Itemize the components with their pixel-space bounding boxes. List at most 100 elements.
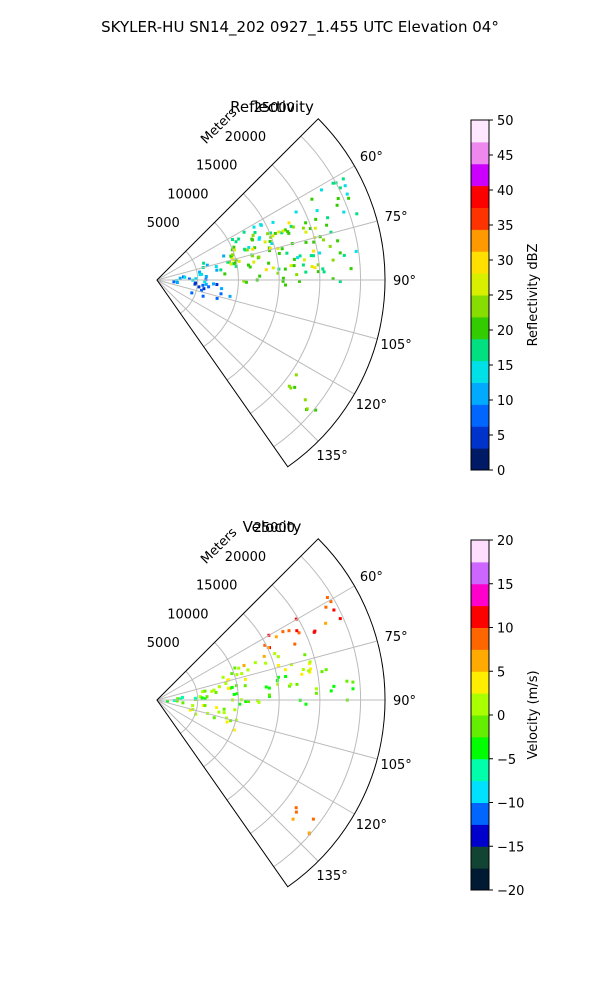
echo-cell: [289, 663, 293, 667]
echo-cell: [194, 281, 198, 285]
echo-cell: [238, 702, 242, 706]
colorbar-segment: [471, 802, 489, 814]
echo-cell: [243, 677, 247, 681]
echo-cell: [257, 237, 261, 241]
echo-cell: [280, 247, 284, 251]
echo-cell: [304, 221, 308, 225]
echo-cell: [264, 685, 268, 689]
colorbar-segment: [471, 207, 489, 219]
echo-cell: [222, 707, 226, 711]
angular-tick-label: 60°: [360, 570, 383, 585]
echo-cell: [291, 225, 295, 229]
echo-cell: [228, 294, 232, 298]
echo-cell: [242, 230, 246, 234]
echo-cell: [293, 385, 297, 389]
echo-cell: [233, 261, 237, 265]
colorbar-segment: [471, 174, 489, 187]
echo-cell: [253, 231, 257, 234]
colorbar-segment: [471, 404, 489, 416]
echo-cell: [233, 666, 237, 670]
colorbar-label: Reflectivity dBZ: [526, 244, 541, 347]
echo-cell: [221, 675, 225, 679]
colorbar-segment: [471, 360, 489, 373]
echo-cell: [329, 689, 333, 693]
echo-cell: [240, 672, 244, 676]
colorbar-segment: [471, 835, 489, 847]
echo-cell: [193, 696, 197, 700]
range-ring: [226, 613, 280, 801]
echo-cell: [336, 197, 340, 200]
echo-cell: [229, 262, 233, 266]
echo-cell: [253, 246, 257, 250]
echo-cell: [172, 280, 176, 284]
echo-cell: [215, 706, 219, 710]
echo-cell: [252, 225, 256, 229]
echo-cell: [276, 675, 280, 679]
echo-cell: [345, 192, 349, 196]
radial-tick-label: 10000: [167, 607, 208, 622]
echo-cell: [336, 239, 340, 243]
echo-cell: [332, 684, 336, 688]
colorbar-segment: [471, 769, 489, 782]
echo-cell: [258, 236, 262, 240]
echo-cell: [201, 294, 205, 298]
echo-cell: [276, 271, 280, 275]
echo-cell: [331, 181, 335, 185]
echo-cell: [338, 186, 342, 190]
echo-cell: [271, 234, 275, 238]
echo-cell: [297, 631, 301, 635]
echo-cell: [181, 701, 185, 705]
colorbar-segment: [471, 725, 489, 738]
echo-cell: [251, 238, 254, 242]
echo-cell: [232, 248, 236, 252]
colorbar-segment: [471, 868, 489, 880]
echo-cell: [232, 728, 236, 732]
echo-cell: [287, 231, 291, 235]
echo-cell: [313, 226, 317, 230]
echo-cell: [258, 274, 262, 278]
echo-cell: [328, 244, 332, 248]
echo-cell: [324, 605, 328, 609]
echo-cell: [194, 277, 198, 281]
colorbar-segment: [471, 437, 489, 449]
azimuth-spoke: [156, 640, 378, 701]
angular-tick-label: 90°: [393, 274, 416, 289]
echo-cell: [314, 408, 318, 412]
echo-cell: [324, 621, 328, 625]
echo-cell: [229, 719, 233, 723]
colorbar: 0 5 10 15 20 25 30 35 40 45 50 Reflectivity dBZ: [470, 114, 541, 479]
radial-tick-label: 25000: [254, 101, 295, 116]
echo-cell: [237, 259, 241, 263]
echo-cell: [316, 270, 320, 274]
colorbar-segment: [471, 736, 489, 749]
echo-cell: [257, 700, 261, 704]
echo-cell: [288, 684, 292, 688]
echo-cell: [281, 630, 285, 634]
echo-cell: [295, 682, 299, 686]
colorbar-segment: [471, 415, 489, 427]
colorbar-segment: [471, 141, 489, 154]
sector-outline: [156, 538, 386, 888]
echo-cell: [203, 704, 207, 707]
echo-cell: [307, 669, 311, 673]
echo-cell: [304, 270, 308, 274]
colorbar-segment: [471, 448, 489, 460]
colorbar-segment: [471, 382, 489, 394]
echo-cell: [198, 273, 202, 277]
colorbar-segment: [471, 671, 489, 683]
radial-tick-label: 20000: [225, 130, 266, 145]
echo-cell: [256, 699, 260, 703]
echo-cell: [220, 287, 224, 291]
echo-cell: [312, 240, 316, 244]
colorbar-segment: [471, 550, 489, 563]
echo-cell: [232, 692, 236, 696]
panel-title: Reflectivity: [230, 98, 314, 116]
echo-cell: [247, 263, 250, 267]
echo-cell: [338, 251, 342, 255]
echo-cell: [267, 261, 271, 265]
colorbar-segment: [471, 693, 489, 705]
colorbar-tick-label: 5: [497, 429, 505, 444]
colorbar-segment: [471, 218, 489, 230]
echo-cell: [276, 682, 280, 686]
